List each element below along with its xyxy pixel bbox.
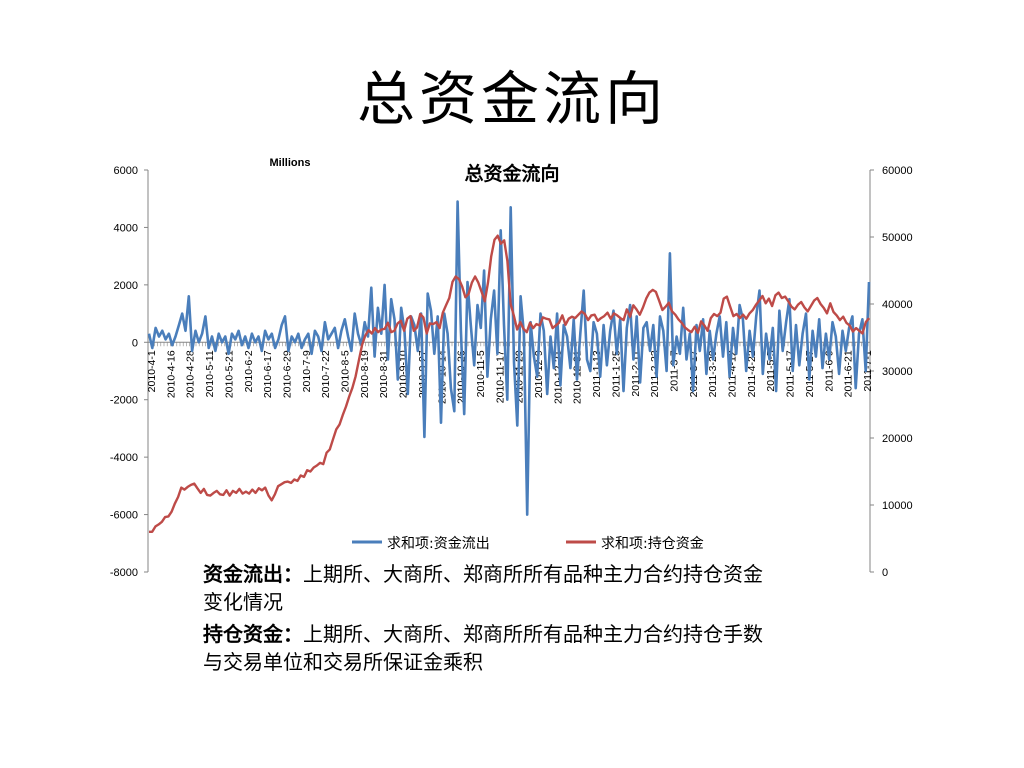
x-tick-label: 2010-4-16 bbox=[165, 350, 177, 398]
x-tick-label: 2010-6-29 bbox=[282, 350, 294, 398]
x-tick-label: 2011-6-9 bbox=[823, 350, 835, 391]
x-tick-label: 2010-11-5 bbox=[475, 350, 487, 397]
x-tick-label: 2010-5-21 bbox=[223, 350, 235, 398]
x-tick-label: 2010-11-17 bbox=[494, 350, 506, 403]
left-tick-label: -6000 bbox=[110, 510, 138, 522]
x-tick-label: 2010-8-5 bbox=[340, 350, 352, 392]
left-tick-label: 4000 bbox=[114, 222, 138, 234]
x-tick-label: 2011-3-7 bbox=[669, 350, 681, 391]
series-layer bbox=[147, 200, 871, 533]
chart-title: 总资金流向 bbox=[464, 162, 559, 185]
series-line-outflow bbox=[147, 200, 871, 516]
x-tick-label: 2011-6-21 bbox=[843, 350, 855, 397]
notes: 资金流出：上期所、大商所、郑商所所有品种主力合约持仓资金变化情况 持仓资金：上期… bbox=[203, 560, 763, 680]
x-tick-label: 2010-4-28 bbox=[185, 350, 197, 398]
series-line-position-capital bbox=[149, 234, 870, 533]
legend: 求和项:资金流出 求和项:持仓资金 bbox=[352, 536, 704, 552]
right-tick-label: 30000 bbox=[882, 366, 913, 378]
x-tick-label: 2010-8-19 bbox=[359, 350, 371, 398]
unit-label: Millions bbox=[270, 157, 311, 169]
slide-title: 总资金流向 bbox=[356, 65, 667, 133]
note-position-term: 持仓资金： bbox=[203, 622, 303, 646]
x-tick-label: 2010-6-2 bbox=[243, 350, 255, 392]
x-tick-label: 2010-7-9 bbox=[301, 350, 313, 392]
note-outflow-desc: 上期所、大商所、郑商所所有品种主力合约持仓资金变化情况 bbox=[203, 562, 763, 614]
x-tick-label: 2010-6-17 bbox=[262, 350, 274, 398]
note-outflow-term: 资金流出： bbox=[203, 562, 303, 586]
left-tick-label: -2000 bbox=[110, 395, 138, 407]
right-tick-label: 20000 bbox=[882, 433, 913, 445]
right-tick-label: 50000 bbox=[882, 232, 913, 244]
legend-label-outflow: 求和项:资金流出 bbox=[387, 536, 490, 552]
legend-label-position-capital: 求和项:持仓资金 bbox=[601, 536, 704, 552]
x-tick-label: 2011-3-29 bbox=[707, 350, 719, 397]
left-tick-label: 0 bbox=[132, 337, 138, 349]
x-tick-label: 2010-8-31 bbox=[378, 350, 390, 398]
left-tick-label: 6000 bbox=[114, 165, 138, 177]
note-position-desc: 上期所、大商所、郑商所所有品种主力合约持仓手数与交易单位和交易所保证金乘积 bbox=[203, 622, 763, 674]
x-tick-label: 2010-5-11 bbox=[204, 350, 216, 397]
note-outflow: 资金流出：上期所、大商所、郑商所所有品种主力合约持仓资金变化情况 bbox=[203, 560, 763, 616]
x-tick-label: 2011-1-25 bbox=[610, 350, 622, 397]
left-tick-label: -8000 bbox=[110, 567, 138, 579]
right-tick-label: 10000 bbox=[882, 500, 913, 512]
note-position-capital: 持仓资金：上期所、大商所、郑商所所有品种主力合约持仓手数与交易单位和交易所保证金… bbox=[203, 620, 763, 676]
x-tick-label: 2011-4-22 bbox=[746, 350, 758, 397]
right-tick-label: 40000 bbox=[882, 299, 913, 311]
left-tick-label: -4000 bbox=[110, 452, 138, 464]
right-tick-label: 0 bbox=[882, 567, 888, 579]
right-tick-label: 60000 bbox=[882, 165, 913, 177]
left-tick-label: 2000 bbox=[114, 280, 138, 292]
x-tick-label: 2010-7-22 bbox=[320, 350, 332, 398]
x-tick-label: 2010-4-1 bbox=[146, 350, 158, 392]
